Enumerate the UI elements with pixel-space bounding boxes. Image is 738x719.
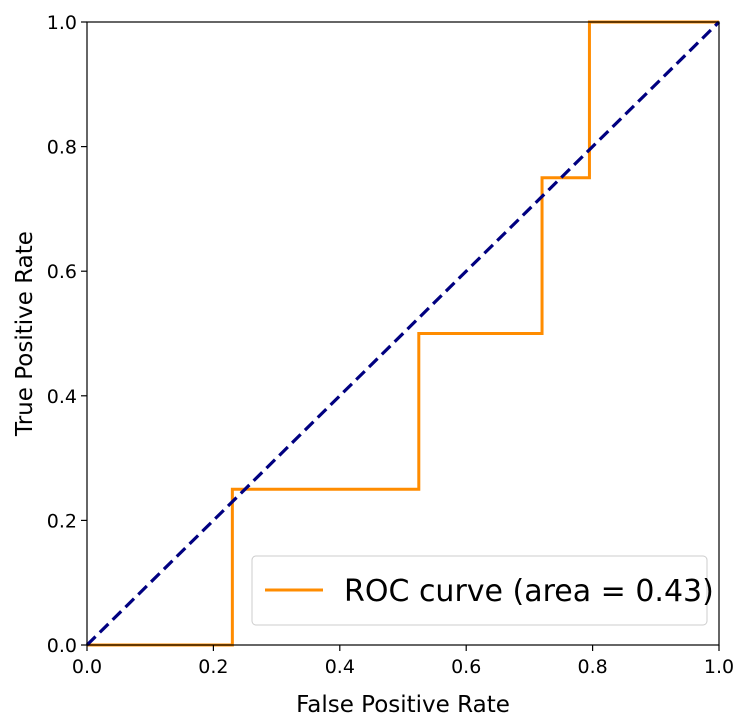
x-tick-label: 0.4: [325, 656, 355, 678]
x-tick-label: 0.0: [72, 656, 102, 678]
series-layer: [85, 20, 721, 647]
roc-curve-line: [87, 20, 719, 647]
diagonal-reference-line: [85, 20, 721, 647]
x-tick-label: 1.0: [704, 656, 734, 678]
y-tick-label: 1.0: [47, 12, 77, 34]
y-tick-label: 0.4: [47, 386, 77, 408]
y-tick-label: 0.8: [47, 137, 77, 159]
y-axis-ticks: 0.0 0.2 0.4 0.6 0.8 1.0: [47, 12, 87, 657]
x-tick-label: 0.2: [198, 656, 228, 678]
x-tick-label: 0.8: [577, 656, 607, 678]
legend: ROC curve (area = 0.43): [251, 555, 714, 626]
y-tick-label: 0.0: [47, 635, 77, 657]
plot-frame: [86, 21, 720, 646]
y-tick-label: 0.6: [47, 261, 77, 283]
legend-box: [251, 555, 708, 626]
y-axis-label: True Positive Rate: [12, 231, 38, 437]
legend-label-roc: ROC curve (area = 0.43): [344, 574, 714, 609]
x-axis-ticks: 0.0 0.2 0.4 0.6 0.8 1.0: [72, 645, 734, 678]
x-axis-label: False Positive Rate: [296, 692, 510, 718]
y-tick-label: 0.2: [47, 510, 77, 532]
x-tick-label: 0.6: [451, 656, 481, 678]
